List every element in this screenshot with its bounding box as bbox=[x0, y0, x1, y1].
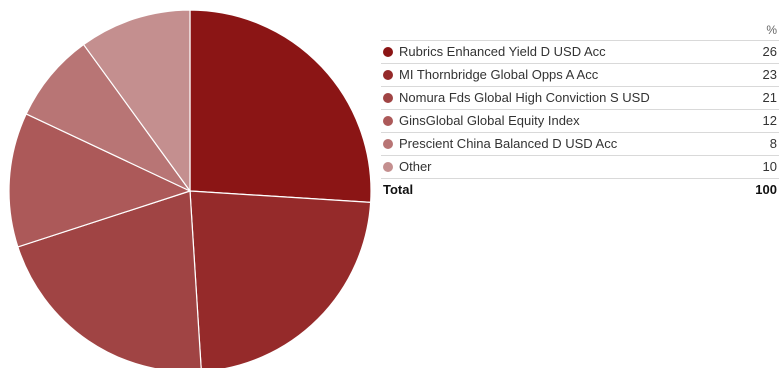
legend-total-label: Total bbox=[383, 182, 414, 197]
legend-label: MI Thornbridge Global Opps A Acc bbox=[399, 67, 599, 82]
legend-label: Nomura Fds Global High Conviction S USD bbox=[399, 90, 650, 105]
pie-chart bbox=[0, 0, 380, 368]
legend-table: % Rubrics Enhanced Yield D USD Acc 26 MI… bbox=[381, 20, 779, 201]
legend-row: Other 10 bbox=[381, 156, 779, 179]
legend-total-row: Total 100 bbox=[381, 179, 779, 201]
pie-slice-2 bbox=[17, 190, 202, 368]
legend-value: 21 bbox=[762, 90, 777, 105]
legend-swatch bbox=[383, 93, 393, 103]
pie-slice-3 bbox=[8, 113, 192, 248]
legend-value: 26 bbox=[762, 44, 777, 59]
legend-value-header: % bbox=[766, 23, 777, 37]
pie-slice-4 bbox=[25, 43, 191, 192]
pie-slice-1 bbox=[189, 190, 372, 368]
legend-swatch bbox=[383, 70, 393, 80]
legend-value: 23 bbox=[762, 67, 777, 82]
legend-label: Prescient China Balanced D USD Acc bbox=[399, 136, 618, 151]
legend-row: Nomura Fds Global High Conviction S USD … bbox=[381, 87, 779, 110]
legend-label: Other bbox=[399, 159, 432, 174]
legend-row: MI Thornbridge Global Opps A Acc 23 bbox=[381, 64, 779, 87]
legend-label: GinsGlobal Global Equity Index bbox=[399, 113, 580, 128]
pie-slice-5 bbox=[82, 9, 191, 193]
legend-swatch bbox=[383, 116, 393, 126]
legend-row: GinsGlobal Global Equity Index 12 bbox=[381, 110, 779, 133]
legend-total-value: 100 bbox=[755, 182, 777, 197]
legend-value: 8 bbox=[769, 136, 777, 151]
pie-chart-svg bbox=[8, 9, 372, 368]
pie-slice-0 bbox=[189, 9, 372, 204]
legend-swatch bbox=[383, 162, 393, 172]
legend-row: Prescient China Balanced D USD Acc 8 bbox=[381, 133, 779, 156]
legend-swatch bbox=[383, 47, 393, 57]
legend-value: 10 bbox=[762, 159, 777, 174]
legend-label: Rubrics Enhanced Yield D USD Acc bbox=[399, 44, 606, 59]
legend-value: 12 bbox=[762, 113, 777, 128]
legend-swatch bbox=[383, 139, 393, 149]
legend-header-row: % bbox=[381, 20, 779, 41]
legend-row: Rubrics Enhanced Yield D USD Acc 26 bbox=[381, 41, 779, 64]
